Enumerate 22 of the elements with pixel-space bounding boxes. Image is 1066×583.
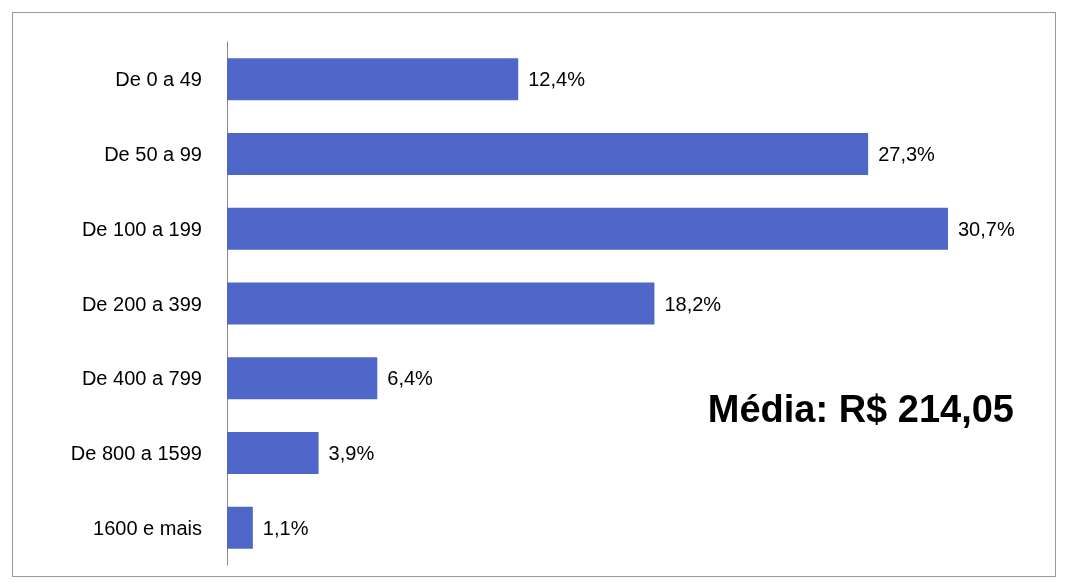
data-label: 27,3% xyxy=(878,143,936,166)
y-tick-label: De 100 a 199 xyxy=(81,217,202,240)
bar xyxy=(227,58,519,101)
bar xyxy=(227,357,378,400)
data-label: 30,7% xyxy=(958,217,1015,240)
bar xyxy=(227,431,319,474)
y-tick-label: De 50 a 99 xyxy=(104,143,202,166)
y-tick-label: De 400 a 799 xyxy=(81,367,202,390)
bar xyxy=(227,207,948,250)
bar xyxy=(227,133,869,176)
y-tick-label: 1600 e mais xyxy=(93,516,202,539)
data-label: 6,4% xyxy=(387,367,434,390)
data-label: 12,4% xyxy=(528,68,586,91)
y-tick-label: De 0 a 49 xyxy=(115,68,202,91)
bar xyxy=(227,506,253,549)
bar xyxy=(227,282,655,325)
y-tick-label: De 800 a 1599 xyxy=(70,441,202,464)
annotation: Média: R$ 214,05 xyxy=(707,388,1014,430)
data-label: 3,9% xyxy=(328,441,375,464)
data-label: 18,2% xyxy=(664,292,722,315)
y-tick-label: De 200 a 399 xyxy=(81,292,202,315)
data-label: 1,1% xyxy=(262,516,309,539)
